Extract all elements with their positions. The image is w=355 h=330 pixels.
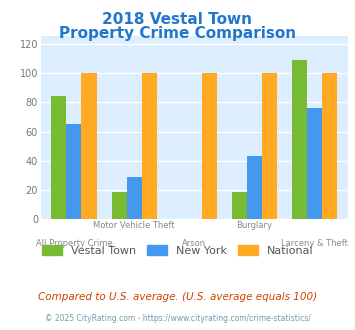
Bar [322, 73, 337, 219]
Bar [127, 177, 142, 219]
Text: Compared to U.S. average. (U.S. average equals 100): Compared to U.S. average. (U.S. average … [38, 292, 317, 302]
Bar [202, 73, 217, 219]
Text: Property Crime Comparison: Property Crime Comparison [59, 26, 296, 41]
Bar [247, 156, 262, 219]
Text: © 2025 CityRating.com - https://www.cityrating.com/crime-statistics/: © 2025 CityRating.com - https://www.city… [45, 314, 310, 323]
Text: Burglary: Burglary [236, 221, 273, 230]
Bar [307, 108, 322, 219]
Text: All Property Crime: All Property Crime [36, 239, 112, 248]
Bar [111, 192, 127, 219]
Text: 2018 Vestal Town: 2018 Vestal Town [103, 12, 252, 26]
Text: Larceny & Theft: Larceny & Theft [282, 239, 348, 248]
Bar [51, 96, 66, 219]
Bar [66, 124, 81, 219]
Bar [142, 73, 157, 219]
Bar [232, 192, 247, 219]
Text: Arson: Arson [182, 239, 206, 248]
Text: Motor Vehicle Theft: Motor Vehicle Theft [93, 221, 175, 230]
Bar [262, 73, 277, 219]
Legend: Vestal Town, New York, National: Vestal Town, New York, National [37, 240, 318, 260]
Bar [292, 60, 307, 219]
Bar [81, 73, 97, 219]
